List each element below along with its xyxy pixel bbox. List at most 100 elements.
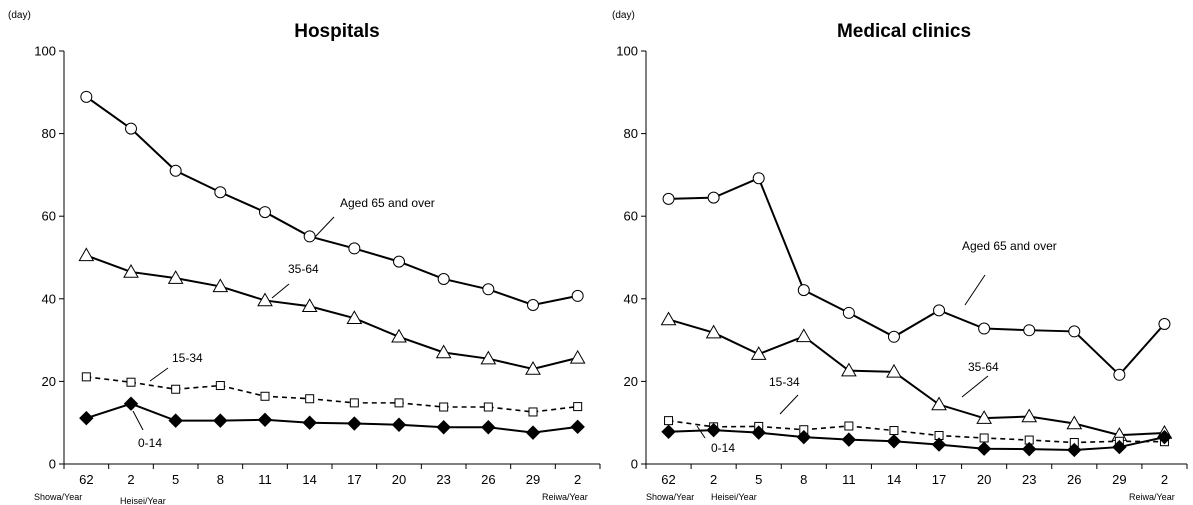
- data-point: [933, 304, 946, 317]
- leader-line: [961, 375, 989, 398]
- data-point: [1068, 325, 1081, 338]
- series-0-14: [661, 422, 1172, 458]
- data-point: [301, 298, 318, 312]
- data-point: [393, 255, 405, 268]
- data-point: [569, 349, 586, 364]
- leader-line: [779, 394, 799, 415]
- x-tick-label: 26: [481, 472, 495, 487]
- data-point: [976, 441, 992, 456]
- y-tick-label: 60: [624, 209, 638, 224]
- data-point: [302, 415, 317, 430]
- data-point: [123, 396, 139, 411]
- x-tick-label: 2: [127, 472, 134, 487]
- data-point: [570, 419, 585, 435]
- x-tick-label: 11: [842, 472, 856, 487]
- data-point: [660, 311, 677, 326]
- data-point: [481, 420, 496, 435]
- data-point: [1022, 441, 1037, 457]
- data-point: [391, 417, 407, 432]
- y-tick-label: 80: [42, 126, 56, 141]
- leader-line: [271, 283, 290, 299]
- data-point: [257, 292, 273, 307]
- era-label: Reiwa/Year: [542, 492, 588, 502]
- data-point: [527, 298, 539, 311]
- data-point: [167, 270, 184, 284]
- data-point: [573, 402, 583, 412]
- data-point: [435, 344, 452, 359]
- data-point: [436, 420, 451, 435]
- series-aged-65-and-over: [80, 90, 584, 311]
- data-point: [528, 407, 538, 417]
- x-tick-label: 8: [217, 472, 224, 487]
- data-point: [886, 363, 902, 378]
- series-15-34: [81, 372, 583, 417]
- era-label: Reiwa/Year: [1129, 492, 1175, 502]
- leader-line: [696, 425, 706, 439]
- data-point: [126, 377, 136, 387]
- data-point: [171, 384, 181, 394]
- data-point: [841, 362, 857, 377]
- series-label: 15-34: [172, 351, 203, 365]
- data-point: [705, 324, 722, 339]
- x-tick-label: 17: [932, 472, 946, 487]
- data-point: [931, 437, 947, 452]
- data-point: [752, 172, 765, 185]
- y-tick-label: 100: [34, 44, 56, 59]
- data-point: [213, 413, 228, 428]
- era-label: Showa/Year: [34, 492, 82, 502]
- data-point: [305, 394, 315, 404]
- data-point: [842, 306, 855, 319]
- data-point: [707, 191, 720, 204]
- data-point: [931, 396, 947, 411]
- era-label: Heisei/Year: [120, 496, 166, 505]
- data-point: [81, 372, 91, 382]
- y-tick-label: 100: [616, 44, 638, 59]
- x-tick-label: 23: [436, 472, 450, 487]
- y-tick-label: 0: [49, 457, 56, 472]
- y-tick-label: 80: [624, 126, 638, 141]
- data-point: [978, 322, 991, 335]
- data-point: [1067, 442, 1082, 458]
- data-point: [483, 402, 493, 412]
- data-point: [1157, 429, 1172, 445]
- x-tick-label: 26: [1067, 472, 1081, 487]
- series-line: [85, 96, 578, 307]
- data-point: [214, 186, 227, 199]
- y-tick-label: 60: [42, 209, 56, 224]
- chart-title: Hospitals: [294, 21, 380, 42]
- series-0-14: [79, 396, 585, 440]
- series-line: [86, 402, 578, 434]
- data-point: [662, 192, 675, 205]
- data-point: [212, 278, 229, 293]
- x-tick-label: 20: [977, 472, 991, 487]
- series-label: Aged 65 and over: [340, 196, 435, 210]
- series-label: 15-34: [769, 375, 800, 389]
- data-point: [260, 391, 270, 401]
- data-point: [889, 426, 899, 436]
- x-tick-label: 14: [302, 472, 316, 487]
- leader-line: [314, 216, 335, 238]
- series-35-64: [78, 247, 586, 375]
- era-label: Showa/Year: [646, 492, 694, 502]
- data-point: [797, 284, 810, 297]
- x-tick-label: 14: [887, 472, 901, 487]
- y-tick-label: 20: [42, 374, 56, 389]
- x-tick-label: 29: [1112, 472, 1126, 487]
- series-line: [85, 254, 578, 371]
- series-label: 0-14: [138, 436, 162, 450]
- y-tick-label: 0: [631, 457, 638, 472]
- y-tick-label: 40: [42, 291, 56, 306]
- data-point: [168, 413, 183, 428]
- data-point: [525, 425, 541, 440]
- data-point: [123, 263, 139, 278]
- chart-title: Medical clinics: [837, 21, 971, 42]
- data-point: [349, 398, 359, 408]
- data-point: [257, 412, 273, 428]
- data-point: [348, 242, 361, 255]
- data-point: [886, 434, 902, 449]
- data-point: [1023, 324, 1036, 337]
- x-tick-label: 2: [574, 472, 581, 487]
- data-point: [887, 330, 900, 343]
- series-line: [668, 176, 1166, 377]
- data-point: [796, 429, 811, 445]
